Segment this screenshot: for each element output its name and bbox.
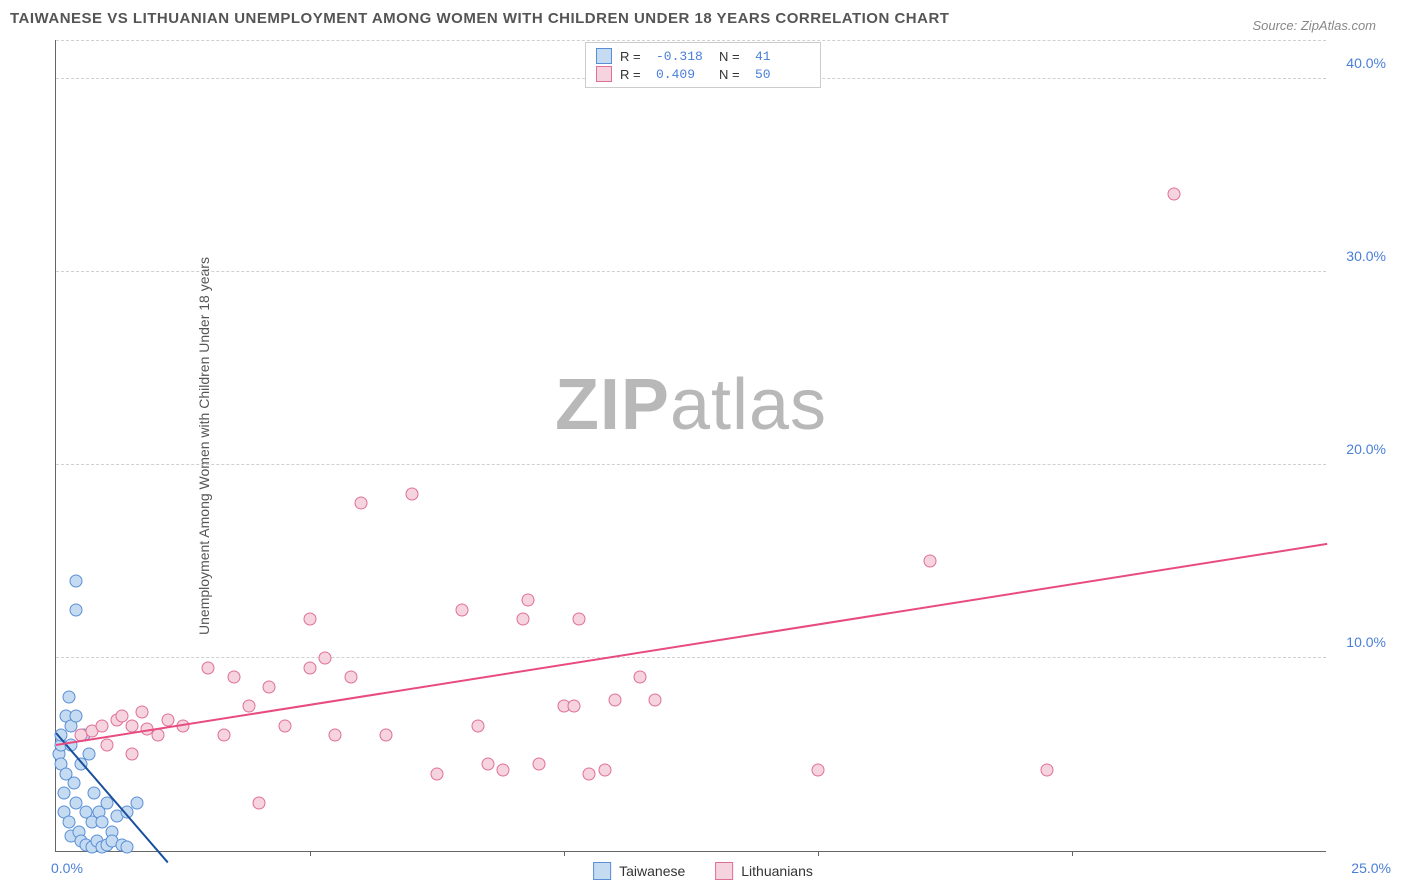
legend-swatch	[715, 862, 733, 880]
legend-label: Lithuanians	[741, 863, 813, 879]
data-point	[227, 671, 240, 684]
legend-row: R = -0.318 N = 41	[596, 47, 810, 65]
source-label: Source: ZipAtlas.com	[1252, 18, 1376, 33]
legend-swatch	[593, 862, 611, 880]
data-point	[517, 613, 530, 626]
legend-r-label: R =	[620, 49, 648, 64]
data-point	[202, 661, 215, 674]
data-point	[126, 748, 139, 761]
x-tick-label: 25.0%	[1351, 860, 1391, 876]
data-point	[431, 767, 444, 780]
data-point	[100, 738, 113, 751]
legend-swatch	[596, 66, 612, 82]
data-point	[481, 758, 494, 771]
legend-n-value: 50	[755, 67, 810, 82]
data-point	[95, 719, 108, 732]
data-point	[583, 767, 596, 780]
y-tick-label: 30.0%	[1331, 248, 1386, 264]
legend-item: Taiwanese	[593, 862, 685, 880]
legend-n-label: N =	[719, 67, 747, 82]
x-tick-mark	[564, 851, 565, 856]
data-point	[344, 671, 357, 684]
gridline-h	[56, 271, 1326, 272]
data-point	[70, 574, 83, 587]
legend-swatch	[596, 48, 612, 64]
chart-title: TAIWANESE VS LITHUANIAN UNEMPLOYMENT AMO…	[10, 10, 949, 27]
data-point	[243, 700, 256, 713]
data-point	[568, 700, 581, 713]
data-point	[161, 713, 174, 726]
data-point	[70, 709, 83, 722]
data-point	[923, 555, 936, 568]
data-point	[1167, 188, 1180, 201]
correlation-legend: R = -0.318 N = 41 R = 0.409 N = 50	[585, 42, 821, 88]
legend-label: Taiwanese	[619, 863, 685, 879]
data-point	[1040, 763, 1053, 776]
data-point	[304, 613, 317, 626]
gridline-h	[56, 40, 1326, 41]
x-tick-mark	[818, 851, 819, 856]
data-point	[126, 719, 139, 732]
watermark: ZIPatlas	[555, 364, 827, 446]
data-point	[57, 787, 70, 800]
data-point	[278, 719, 291, 732]
data-point	[354, 497, 367, 510]
data-point	[598, 763, 611, 776]
data-point	[497, 763, 510, 776]
series-legend: Taiwanese Lithuanians	[593, 862, 813, 880]
x-tick-label: 0.0%	[51, 860, 83, 876]
legend-r-label: R =	[620, 67, 648, 82]
legend-row: R = 0.409 N = 50	[596, 65, 810, 83]
legend-r-value: 0.409	[656, 67, 711, 82]
data-point	[88, 787, 101, 800]
data-point	[532, 758, 545, 771]
data-point	[573, 613, 586, 626]
scatter-chart: ZIPatlas 10.0%20.0%30.0%40.0%0.0%25.0%	[55, 40, 1326, 852]
data-point	[608, 694, 621, 707]
data-point	[329, 729, 342, 742]
data-point	[634, 671, 647, 684]
data-point	[649, 694, 662, 707]
data-point	[319, 651, 332, 664]
legend-n-label: N =	[719, 49, 747, 64]
data-point	[253, 796, 266, 809]
legend-item: Lithuanians	[715, 862, 813, 880]
y-tick-label: 40.0%	[1331, 55, 1386, 71]
data-point	[405, 487, 418, 500]
data-point	[456, 603, 469, 616]
data-point	[217, 729, 230, 742]
data-point	[67, 777, 80, 790]
data-point	[304, 661, 317, 674]
data-point	[121, 841, 134, 854]
legend-r-value: -0.318	[656, 49, 711, 64]
gridline-h	[56, 657, 1326, 658]
data-point	[812, 763, 825, 776]
x-tick-mark	[310, 851, 311, 856]
y-tick-label: 20.0%	[1331, 441, 1386, 457]
data-point	[522, 593, 535, 606]
data-point	[263, 680, 276, 693]
y-tick-label: 10.0%	[1331, 634, 1386, 650]
data-point	[70, 603, 83, 616]
data-point	[471, 719, 484, 732]
data-point	[380, 729, 393, 742]
trend-line	[56, 543, 1327, 746]
data-point	[136, 705, 149, 718]
x-tick-mark	[1072, 851, 1073, 856]
data-point	[62, 690, 75, 703]
data-point	[131, 796, 144, 809]
legend-n-value: 41	[755, 49, 810, 64]
gridline-h	[56, 464, 1326, 465]
data-point	[83, 748, 96, 761]
